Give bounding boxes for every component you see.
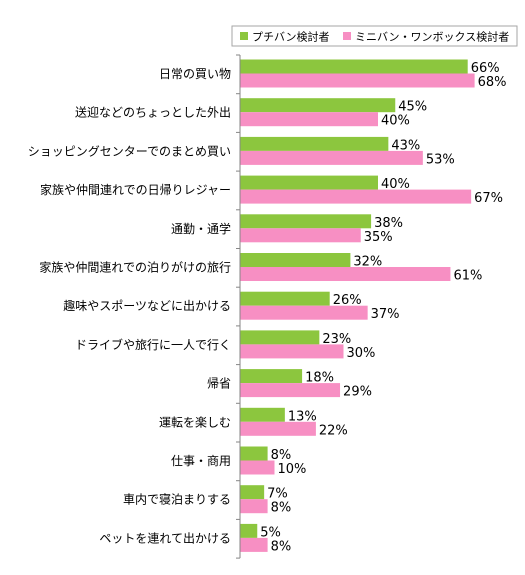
bar-minivan (240, 305, 368, 320)
bar-minivan (240, 460, 275, 475)
category-label: 家族や仲間連れでの泊りがけの旅行 (39, 260, 231, 275)
bar-petit-van (240, 446, 268, 461)
bar-minivan (240, 112, 378, 127)
bar-minivan (240, 383, 341, 398)
legend-label-1: プチバン検討者 (252, 30, 330, 44)
value-label: 68% (478, 75, 507, 90)
category-label: 仕事・商用 (171, 453, 231, 468)
bar-petit-van (240, 136, 389, 151)
value-label: 32% (353, 255, 382, 270)
bar-minivan (240, 267, 451, 281)
category-label: ドライブや旅行に一人で行く (75, 337, 231, 352)
bar-petit-van (240, 253, 351, 267)
bar-petit-van (240, 291, 330, 306)
value-label: 8% (271, 448, 292, 463)
bar-petit-van (240, 523, 258, 538)
category-label: ショッピングセンターでのまとめ買い (28, 144, 231, 158)
bar-minivan (240, 421, 316, 436)
bar-minivan (240, 150, 423, 165)
category-label: 通勤・通学 (171, 221, 231, 236)
value-label: 30% (347, 346, 376, 361)
value-label: 13% (288, 409, 317, 424)
bar-minivan (240, 228, 361, 243)
value-label: 8% (271, 539, 292, 554)
bar-petit-van (240, 369, 303, 384)
bar-petit-van (240, 485, 265, 500)
bar-petit-van (240, 59, 468, 74)
value-label: 66% (471, 61, 500, 76)
bar-petit-van (240, 330, 320, 345)
bar-petit-van (240, 98, 396, 113)
value-label: 37% (371, 307, 400, 322)
bar-petit-van (240, 407, 285, 422)
value-label: 38% (374, 216, 403, 231)
bar-minivan (240, 189, 472, 204)
bar-petit-van (240, 175, 378, 190)
value-label: 23% (322, 332, 351, 347)
value-label: 5% (260, 525, 281, 540)
value-label: 43% (391, 138, 420, 153)
value-label: 40% (381, 177, 410, 192)
value-label: 40% (381, 114, 410, 129)
value-label: 61% (453, 269, 482, 284)
bar-minivan (240, 537, 268, 552)
value-label: 18% (305, 371, 334, 386)
bar-minivan (240, 73, 475, 88)
category-label: 趣味やスポーツなどに出かける (63, 298, 231, 313)
category-label: 日常の買い物 (159, 67, 231, 81)
legend-box (231, 25, 518, 47)
category-label: ペットを連れて出かける (99, 531, 231, 545)
category-label: 家族や仲間連れでの日帰りレジャー (40, 182, 231, 197)
category-label: 運転を楽しむ (159, 415, 231, 429)
category-label: 帰省 (207, 377, 231, 391)
bar-minivan (240, 344, 344, 359)
legend-swatch-2 (343, 32, 351, 40)
value-label: 10% (278, 462, 307, 477)
value-label: 67% (474, 191, 503, 206)
value-label: 22% (319, 423, 348, 438)
category-label: 送迎などのちょっとした外出 (75, 105, 231, 120)
value-label: 53% (426, 152, 455, 167)
legend-swatch-1 (240, 32, 248, 40)
value-label: 29% (343, 385, 372, 400)
value-label: 35% (364, 230, 393, 245)
value-label: 45% (398, 100, 427, 115)
value-label: 7% (267, 487, 288, 502)
bar-petit-van (240, 214, 372, 229)
category-label: 車内で寝泊まりする (123, 492, 231, 507)
legend-label-2: ミニバン・ワンボックス検討者 (355, 30, 509, 44)
value-label: 26% (333, 293, 362, 308)
value-label: 8% (271, 501, 292, 516)
bar-minivan (240, 499, 268, 514)
